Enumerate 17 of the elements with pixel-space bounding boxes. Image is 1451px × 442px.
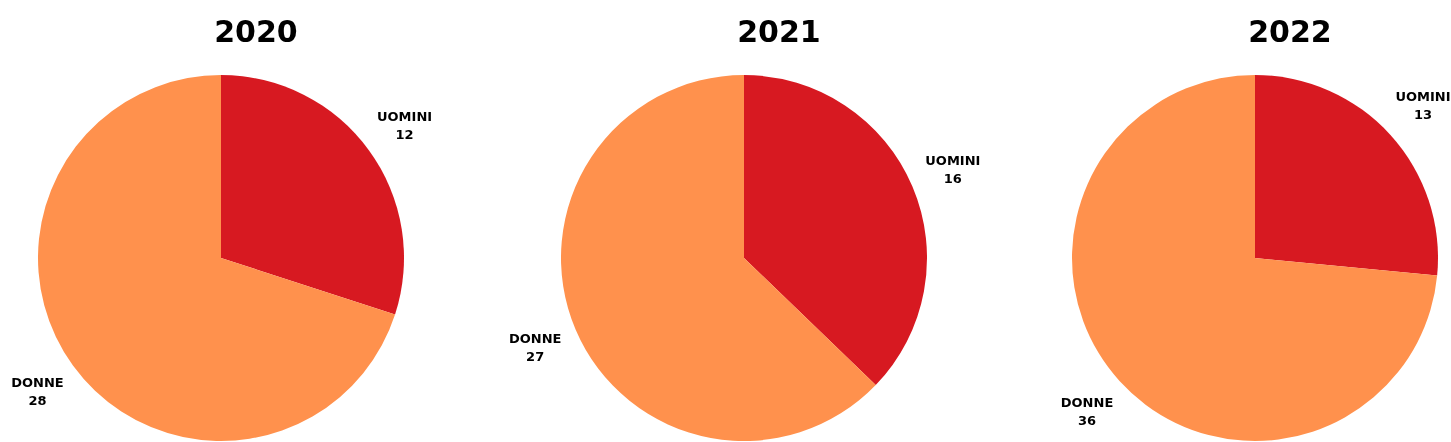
slice-label: DONNE bbox=[11, 375, 64, 391]
data-label: 12 bbox=[395, 126, 414, 142]
chart-title: 2022 bbox=[1248, 14, 1332, 49]
slice-label: DONNE bbox=[1060, 394, 1114, 410]
chart-title: 2021 bbox=[737, 14, 821, 49]
data-label: 13 bbox=[1413, 107, 1433, 123]
slice-label: DONNE bbox=[508, 330, 562, 346]
slice-label: UOMINI bbox=[1395, 89, 1451, 105]
slice-label: UOMINI bbox=[377, 108, 433, 124]
data-label: 27 bbox=[526, 348, 545, 364]
data-label: 36 bbox=[1077, 412, 1097, 428]
slice-label: UOMINI bbox=[925, 153, 981, 169]
data-label: 16 bbox=[943, 171, 962, 187]
chart-title: 2020 bbox=[214, 14, 298, 49]
pie-slice bbox=[561, 75, 876, 441]
data-label: 28 bbox=[28, 393, 47, 409]
pie-slice bbox=[744, 75, 927, 386]
